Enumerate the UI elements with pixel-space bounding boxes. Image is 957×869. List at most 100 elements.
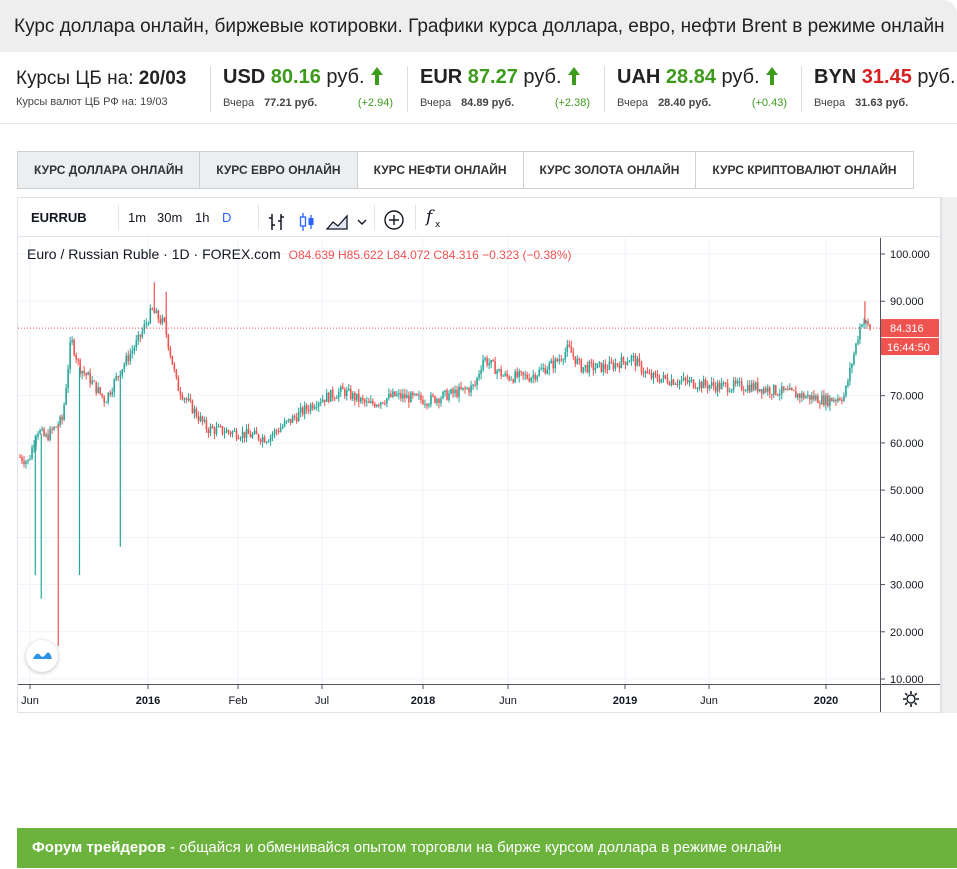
tab-euro[interactable]: КУРС ЕВРО ОНЛАЙН xyxy=(200,152,358,188)
tab-oil[interactable]: КУРС НЕФТИ ОНЛАЙН xyxy=(358,152,524,188)
candle-body xyxy=(295,417,298,422)
time-scale[interactable]: Jun 2016 Feb Jul 2018 Jun 2019 Jun 2020 xyxy=(18,684,880,712)
candle-style-icon[interactable] xyxy=(298,208,316,231)
candle-body xyxy=(454,389,456,394)
time-tick-label: 2019 xyxy=(613,695,637,707)
chevron-down-icon[interactable] xyxy=(357,208,367,228)
candle-body xyxy=(638,358,641,363)
candle-body xyxy=(273,430,276,435)
tab-gold[interactable]: КУРС ЗОЛОТА ОНЛАЙН xyxy=(524,152,697,188)
candle-body xyxy=(847,381,849,386)
candle-body xyxy=(622,357,625,362)
forum-banner[interactable]: Форум трейдеров - общайся и обменивайся … xyxy=(17,828,957,868)
candle-body xyxy=(776,394,779,396)
interval-1m-button[interactable]: 1m xyxy=(128,210,147,225)
candle-body xyxy=(512,379,514,383)
prev-value: 31.63 руб. xyxy=(855,97,909,109)
candle-body xyxy=(448,393,450,400)
candle-body xyxy=(41,428,43,431)
price-scale[interactable]: 100.000 90.000 70.000 60.000 50.000 40.000 30.… xyxy=(880,238,940,686)
candle-body xyxy=(125,355,128,365)
candle-body xyxy=(35,436,37,446)
candle-body xyxy=(301,407,304,415)
candle-body xyxy=(670,379,673,386)
price-tick-label: 10.000 xyxy=(890,674,924,684)
candle-body xyxy=(179,391,182,396)
candle-body xyxy=(127,355,130,362)
prev-label: Вчера xyxy=(814,97,846,109)
area-style-icon[interactable] xyxy=(325,208,350,230)
interval-30m-button[interactable]: 30m xyxy=(157,210,183,225)
candle-body xyxy=(480,369,482,375)
bar-style-icon[interactable] xyxy=(268,208,286,230)
candle-body xyxy=(129,353,132,362)
candle-body xyxy=(716,382,719,392)
candle-body xyxy=(624,361,627,365)
candle-body xyxy=(275,430,278,432)
side-scrollbar[interactable] xyxy=(941,197,957,713)
candle-body xyxy=(817,396,819,403)
candle-body xyxy=(528,378,530,382)
chart-plot-area[interactable]: Euro / Russian Ruble · 1D · FOREX.com O84… xyxy=(18,238,880,684)
candle-body xyxy=(656,374,659,380)
candle-body xyxy=(55,426,57,428)
candle-body xyxy=(506,373,508,377)
candle-body xyxy=(257,434,260,440)
candle-body xyxy=(486,358,488,366)
arrow-up-icon xyxy=(765,67,778,85)
candle-body xyxy=(65,388,67,405)
candle-body xyxy=(105,402,108,404)
candle-body xyxy=(548,363,551,370)
currency-eur[interactable]: EUR 87.27 руб. Вчера 84.89 руб. (+2.38) xyxy=(407,66,604,112)
candle-body xyxy=(576,358,579,364)
candle-body xyxy=(821,395,823,405)
candle-body xyxy=(432,395,434,397)
candle-body xyxy=(97,387,99,393)
candle-body xyxy=(422,399,424,405)
candle-body xyxy=(787,389,789,391)
candle-body xyxy=(81,370,83,374)
candle-body xyxy=(682,377,685,381)
candle-body xyxy=(584,365,587,368)
page-title: Курс доллара онлайн, биржевые котировки.… xyxy=(14,16,945,37)
interval-1h-button[interactable]: 1h xyxy=(195,210,210,225)
candle-body xyxy=(327,392,330,402)
candle-body xyxy=(484,358,486,360)
candle-body xyxy=(103,396,105,403)
candle-body xyxy=(718,382,721,390)
candle-body xyxy=(799,393,801,398)
candle-body xyxy=(851,364,853,368)
candle-body xyxy=(636,358,639,367)
chart-settings-button[interactable] xyxy=(880,684,940,712)
candle-body xyxy=(766,387,769,392)
candle-body xyxy=(408,395,410,403)
candle-body xyxy=(867,321,869,325)
candle-body xyxy=(31,447,33,459)
candlestick-chart[interactable] xyxy=(18,238,880,684)
price-tick-label: 40.000 xyxy=(890,532,924,544)
candle-body xyxy=(602,364,605,372)
symbol-search-button[interactable]: EURRUB xyxy=(31,210,87,225)
candle-body xyxy=(145,323,148,325)
interval-d-button[interactable]: D xyxy=(222,210,232,225)
currency-code: UAH xyxy=(617,66,661,88)
candle-body xyxy=(380,402,382,406)
candle-body xyxy=(43,428,45,437)
tradingview-logo-icon[interactable] xyxy=(26,640,58,672)
tab-dollar[interactable]: КУРС ДОЛЛАРА ОНЛАЙН xyxy=(18,152,201,188)
candle-body xyxy=(23,461,25,465)
currency-uah[interactable]: UAH 28.84 руб. Вчера 28.40 руб. (+0.43) xyxy=(604,66,801,112)
candle-body xyxy=(760,389,763,394)
add-compare-icon[interactable] xyxy=(383,207,405,230)
tab-crypto[interactable]: КУРС КРИПТОВАЛЮТ ОНЛАЙН xyxy=(712,163,897,177)
currency-usd[interactable]: USD 80.16 руб. Вчера 77.21 руб. (+2.94) xyxy=(210,66,407,112)
candle-body xyxy=(614,363,617,369)
candle-body xyxy=(241,431,244,439)
candle-body xyxy=(478,374,480,378)
candle-body xyxy=(135,340,138,348)
candle-body xyxy=(309,404,312,411)
price-tick-label: 50.000 xyxy=(890,485,924,497)
candle-body xyxy=(203,419,206,422)
